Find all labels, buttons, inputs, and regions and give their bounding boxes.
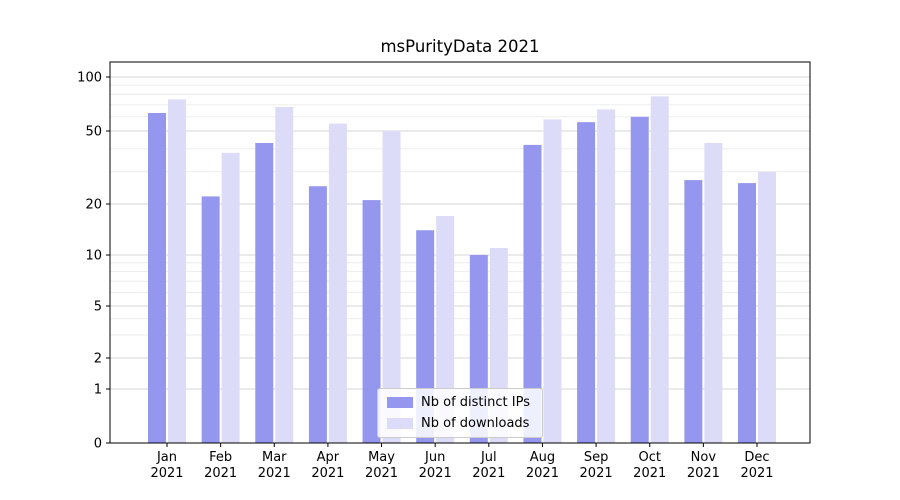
bar-downloads-dec [757, 171, 776, 443]
bar-distinct-ips-mar [255, 143, 274, 443]
legend-item-distinct-ips: Nb of distinct IPs [387, 395, 530, 410]
x-tick-label-month: Jun [424, 450, 445, 465]
x-tick-label-year: 2021 [472, 466, 505, 481]
bar-distinct-ips-sep [577, 122, 596, 443]
legend-label-downloads: Nb of downloads [421, 416, 530, 431]
x-tick-label-year: 2021 [419, 466, 452, 481]
x-tick-label-month: Apr [317, 450, 340, 465]
x-tick-label-year: 2021 [150, 466, 183, 481]
y-tick-label: 100 [77, 71, 102, 86]
x-tick-label-month: Aug [530, 450, 555, 465]
x-tick-label-month: Mar [262, 450, 287, 465]
x-tick-label-month: Feb [209, 450, 232, 465]
bar-downloads-feb [221, 152, 240, 443]
legend-item-downloads: Nb of downloads [387, 416, 530, 431]
bar-distinct-ips-nov [684, 180, 703, 444]
bar-downloads-may [382, 131, 401, 443]
bar-distinct-ips-apr [308, 186, 327, 444]
x-tick-label-year: 2021 [687, 466, 720, 481]
chart-title: msPurityData 2021 [380, 37, 540, 56]
legend-swatch-distinct-ips [387, 397, 414, 408]
x-tick-label-month: Sep [584, 450, 609, 465]
x-tick-label-year: 2021 [311, 466, 344, 481]
bar-distinct-ips-dec [737, 183, 756, 443]
x-tick-label-month: Jan [156, 450, 177, 465]
x-tick-label-month: Nov [691, 450, 717, 465]
y-tick-label: 5 [94, 300, 102, 315]
y-tick-label: 20 [85, 198, 102, 213]
bar-downloads-oct [650, 96, 669, 444]
x-tick-label-year: 2021 [580, 466, 613, 481]
bar-distinct-ips-jan [148, 112, 166, 443]
bar-downloads-sep [597, 109, 616, 444]
bar-downloads-mar [275, 107, 294, 444]
x-tick-label-year: 2021 [365, 466, 398, 481]
bar-downloads-aug [543, 119, 562, 444]
bar-downloads-jun [436, 215, 455, 443]
y-tick-label: 50 [85, 125, 102, 140]
bar-downloads-nov [704, 143, 723, 443]
bar-downloads-apr [328, 123, 347, 444]
bar-distinct-ips-feb [201, 196, 220, 443]
bar-downloads-jan [168, 99, 186, 444]
x-tick-label-year: 2021 [258, 466, 291, 481]
x-tick-label-year: 2021 [633, 466, 666, 481]
x-tick-label-month: Oct [638, 450, 660, 465]
x-tick-label-month: Jul [480, 450, 497, 465]
x-tick-label-month: May [368, 450, 395, 465]
y-tick-label: 2 [94, 352, 102, 367]
plot-frame [109, 61, 811, 444]
legend-label-distinct-ips: Nb of distinct IPs [421, 395, 530, 410]
y-tick-label: 1 [94, 383, 102, 398]
bar-distinct-ips-aug [523, 144, 542, 443]
x-tick-label-year: 2021 [204, 466, 237, 481]
legend: Nb of distinct IPs Nb of downloads [377, 388, 543, 438]
x-tick-label-month: Dec [744, 450, 769, 465]
x-tick-label-year: 2021 [526, 466, 559, 481]
bar-distinct-ips-oct [630, 116, 649, 443]
legend-swatch-downloads [387, 418, 414, 429]
bar-distinct-ips-may [362, 200, 381, 443]
x-tick-label-year: 2021 [740, 466, 773, 481]
y-tick-label: 0 [94, 437, 102, 452]
y-tick-label: 10 [85, 249, 102, 264]
